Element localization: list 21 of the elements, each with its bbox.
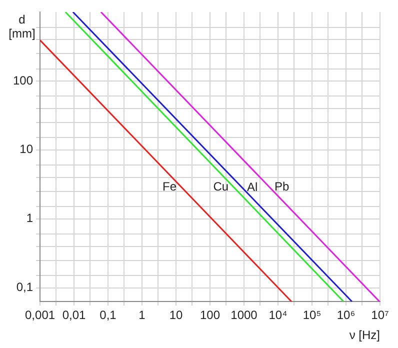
series-label: Al — [246, 180, 258, 194]
x-tick-label: 10⁷ — [371, 308, 389, 322]
series-label: Cu — [213, 179, 229, 194]
x-tick-label: 1000 — [230, 308, 258, 322]
x-tick-label: 0,01 — [62, 308, 86, 322]
x-tick-label: 100 — [200, 308, 220, 322]
y-axis-title: d [mm] — [8, 12, 36, 40]
y-tick-label: 10 — [20, 142, 34, 156]
x-axis-title: ν [Hz] — [349, 328, 380, 342]
x-tick-label: 1 — [138, 308, 146, 322]
y-tick-label: 0,1 — [16, 280, 34, 294]
y-tick-label: 100 — [12, 73, 34, 88]
x-tick-label: 10 — [169, 308, 184, 322]
x-tick-label: 0,001 — [25, 308, 56, 322]
x-tick-label: 0,1 — [100, 308, 117, 322]
y-tick-label: 1 — [26, 211, 34, 226]
x-tick-label: 10⁶ — [336, 308, 356, 322]
x-tick-label: 10⁵ — [302, 308, 322, 322]
series-label: Fe — [162, 180, 177, 194]
x-tick-label: 10⁴ — [268, 308, 288, 322]
series-label: Pb — [274, 180, 290, 194]
